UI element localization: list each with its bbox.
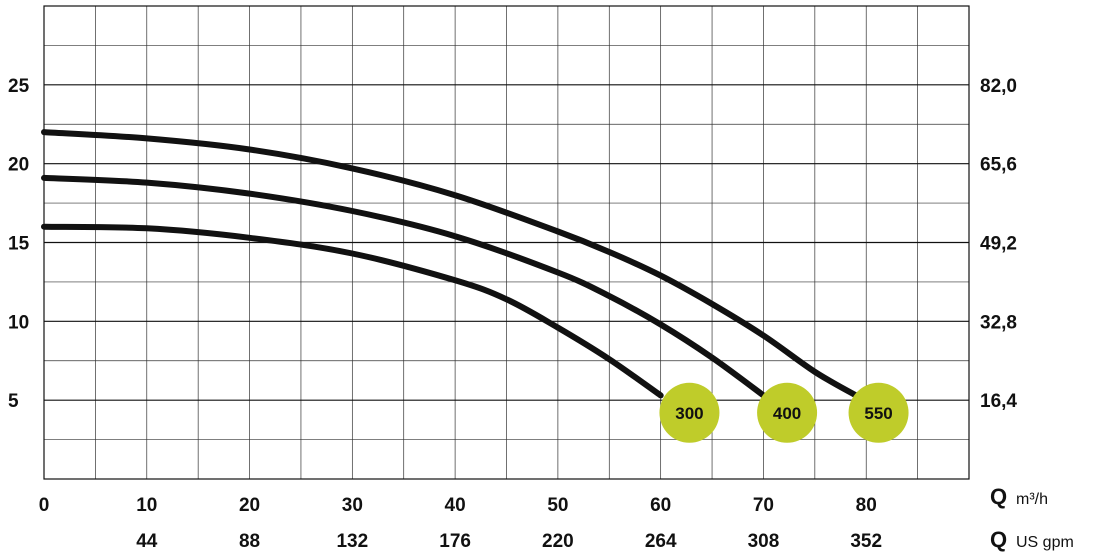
x-primary-symbol: Q [990, 484, 1007, 509]
badge-400 [757, 382, 818, 443]
x-primary-tick-label: 10 [136, 495, 157, 516]
y-left-tick-label: 25 [8, 76, 30, 97]
curve-400 [41, 174, 767, 399]
grid [43, 5, 970, 480]
x-primary-tick-label: 20 [239, 495, 260, 516]
badge-550 [848, 382, 909, 443]
y-left-tick-label: 5 [8, 391, 19, 412]
y-right-tick-label: 16,4 [980, 391, 1017, 412]
x-secondary-tick-label: 132 [336, 531, 368, 552]
x-primary-tick-label: 40 [445, 495, 466, 516]
axis-tick-labels: 5 10 15 20 25 16,4 32,8 49,2 65,6 82,0 0 10 20 30 40 50… [8, 76, 1017, 552]
curve-550 [41, 129, 859, 399]
x-primary-tick-label: 30 [342, 495, 363, 516]
badge-label-300: 300 [675, 404, 703, 423]
plot-frame [43, 5, 970, 480]
badge-300 [659, 382, 720, 443]
x-secondary-tick-label: 264 [645, 531, 677, 552]
x-secondary-tick-label: 176 [439, 531, 471, 552]
y-right-tick-label: 82,0 [980, 76, 1017, 97]
y-right-tick-label: 65,6 [980, 155, 1017, 176]
x-secondary-tick-label: 352 [850, 531, 882, 552]
x-secondary-symbol: Q [990, 527, 1007, 552]
x-secondary-tick-label: 220 [542, 531, 574, 552]
y-left-tick-label: 10 [8, 312, 29, 333]
badge-label-550: 550 [864, 404, 892, 423]
badge-label-400: 400 [773, 404, 801, 423]
y-right-tick-label: 32,8 [980, 312, 1017, 333]
x-secondary-unit: US gpm [1016, 534, 1074, 551]
y-left-tick-label: 15 [8, 234, 30, 255]
curve-300 [41, 223, 664, 399]
y-right-tick-label: 49,2 [980, 234, 1017, 255]
x-primary-unit: m³/h [1016, 491, 1048, 508]
performance-curves [41, 129, 859, 399]
x-secondary-tick-label: 44 [136, 531, 158, 552]
x-primary-tick-label: 0 [39, 495, 50, 516]
x-secondary-tick-label: 308 [748, 531, 780, 552]
x-primary-tick-label: 80 [856, 495, 877, 516]
x-secondary-tick-label: 88 [239, 531, 260, 552]
x-primary-tick-label: 60 [650, 495, 671, 516]
x-primary-tick-label: 70 [753, 495, 774, 516]
model-badges: 300 400 550 [659, 382, 909, 443]
y-left-tick-label: 20 [8, 155, 29, 176]
axis-unit-labels: Q m³/h Q US gpm [990, 484, 1074, 552]
x-primary-tick-label: 50 [547, 495, 568, 516]
